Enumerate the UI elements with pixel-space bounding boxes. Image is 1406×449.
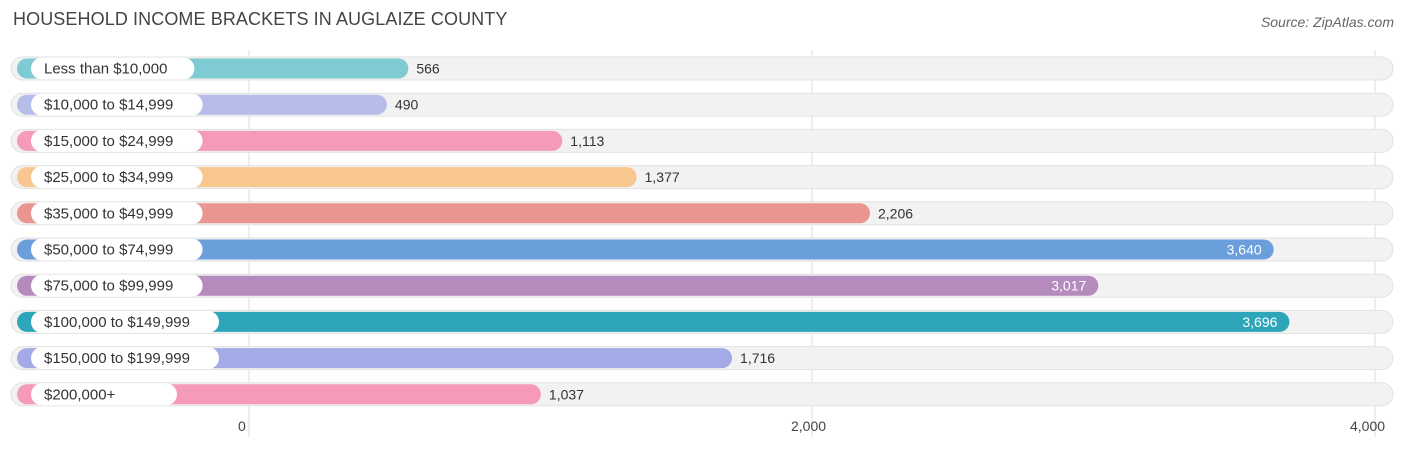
value-label: 3,640 [1227, 242, 1262, 258]
category-label: $25,000 to $34,999 [44, 169, 173, 186]
value-label: 566 [416, 61, 440, 77]
value-label: 1,377 [645, 169, 680, 185]
value-label: 1,113 [570, 133, 604, 149]
value-label: 2,206 [878, 205, 913, 221]
bar [17, 275, 1099, 296]
x-tick-label: 0 [238, 418, 246, 434]
category-pill [31, 238, 203, 261]
value-label: 1,037 [549, 386, 584, 402]
value-label: 3,696 [1242, 314, 1277, 330]
category-label: $100,000 to $149,999 [44, 314, 190, 331]
x-tick-label: 2,000 [791, 418, 826, 434]
value-label: 3,017 [1051, 278, 1086, 294]
category-label: $15,000 to $24,999 [44, 133, 173, 150]
category-pill [31, 202, 203, 225]
value-label: 1,716 [740, 350, 775, 366]
category-pill [31, 166, 203, 189]
category-label: $35,000 to $49,999 [44, 205, 173, 222]
category-pill [31, 383, 177, 406]
category-label: $200,000+ [44, 386, 116, 403]
bar [17, 239, 1274, 260]
category-label: $150,000 to $199,999 [44, 350, 190, 367]
category-pill [31, 93, 203, 116]
category-pill [31, 274, 203, 297]
category-pill [31, 57, 195, 80]
source-note: Source: ZipAtlas.com [1260, 14, 1394, 30]
category-pill [31, 347, 219, 370]
category-label: $75,000 to $99,999 [44, 278, 173, 295]
chart-title: HOUSEHOLD INCOME BRACKETS IN AUGLAIZE CO… [13, 9, 508, 29]
bar [17, 203, 870, 224]
category-label: Less than $10,000 [44, 61, 167, 78]
category-label: $10,000 to $14,999 [44, 97, 173, 114]
bar [17, 311, 1290, 332]
value-label: 490 [395, 97, 419, 113]
x-tick-label: 4,000 [1350, 418, 1385, 434]
category-pill [31, 129, 203, 152]
category-pill [31, 310, 219, 333]
category-label: $50,000 to $74,999 [44, 242, 173, 259]
